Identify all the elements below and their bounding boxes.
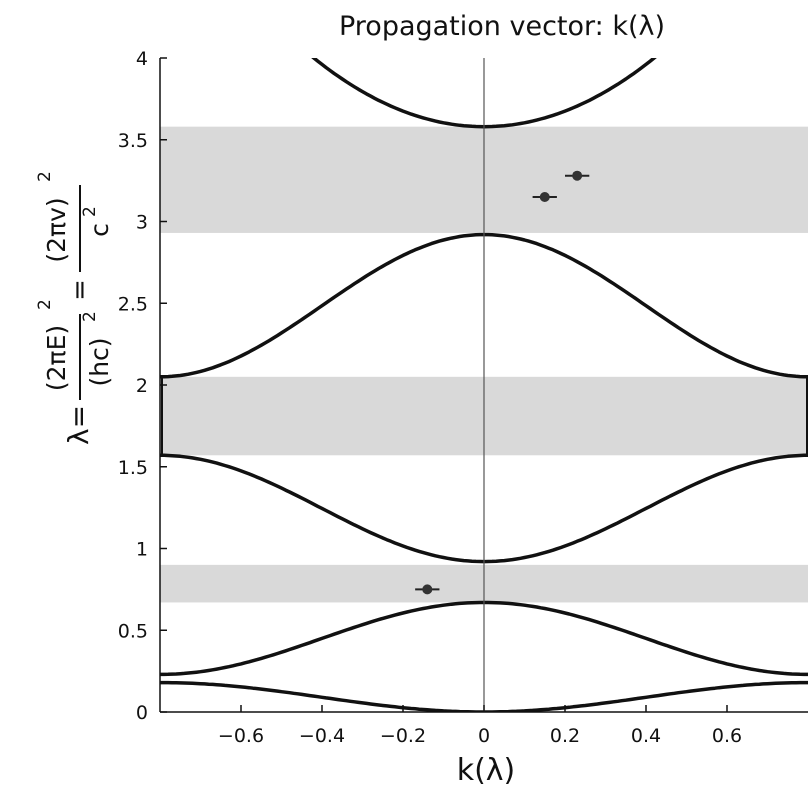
y-tick-label-6: 3 — [136, 212, 148, 234]
y-label-exponent-2: 2 — [80, 311, 100, 322]
data-points — [415, 170, 590, 595]
y-tick-label-0: 0 — [136, 702, 148, 724]
y-tick-label-2: 1 — [136, 539, 148, 561]
x-tick-label-3: 0 — [478, 725, 490, 747]
y-tick-label-3: 1.5 — [118, 457, 148, 479]
y-axis-label: λ= (2πE) 2 (hc) 2 = (2πv) 2 c 2 — [35, 171, 114, 445]
x-tick-label-6: 0.6 — [712, 725, 742, 747]
y-label-exponent-1: 2 — [35, 299, 55, 310]
y-axis-ticks: 0 0.5 1 1.5 2 2.5 3 3.5 4 — [118, 48, 167, 724]
y-label-denominator-2: c — [85, 223, 114, 237]
x-axis-label: k(λ) — [457, 753, 516, 788]
x-tick-label-0: −0.6 — [218, 725, 264, 747]
y-label-numerator-2: (2πv) — [42, 197, 71, 262]
data-point-1 — [422, 584, 433, 595]
y-tick-label-7: 3.5 — [118, 130, 148, 152]
y-label-denominator-1: (hc) — [85, 337, 114, 386]
y-tick-label-5: 2.5 — [118, 293, 148, 315]
data-point-2 — [539, 191, 550, 202]
x-tick-label-2: −0.2 — [380, 725, 426, 747]
y-label-lambda: λ= — [62, 405, 95, 445]
data-point-3 — [572, 170, 583, 181]
chart-title: Propagation vector: k(λ) — [339, 11, 665, 42]
y-label-numerator-1: (2πE) — [42, 325, 71, 391]
y-label-equals: = — [65, 279, 95, 301]
y-label-exponent-3: 2 — [35, 171, 55, 182]
x-tick-label-5: 0.4 — [631, 725, 661, 747]
band-curve-1 — [160, 680, 808, 712]
x-tick-label-4: 0.2 — [550, 725, 580, 747]
y-tick-label-1: 0.5 — [118, 620, 148, 642]
x-tick-label-1: −0.4 — [299, 725, 345, 747]
y-tick-label-8: 4 — [136, 48, 148, 70]
y-tick-label-4: 2 — [136, 375, 148, 397]
y-label-exponent-4: 2 — [80, 206, 100, 217]
x-axis-ticks: −0.6 −0.4 −0.2 0 0.2 0.4 0.6 — [218, 705, 742, 747]
